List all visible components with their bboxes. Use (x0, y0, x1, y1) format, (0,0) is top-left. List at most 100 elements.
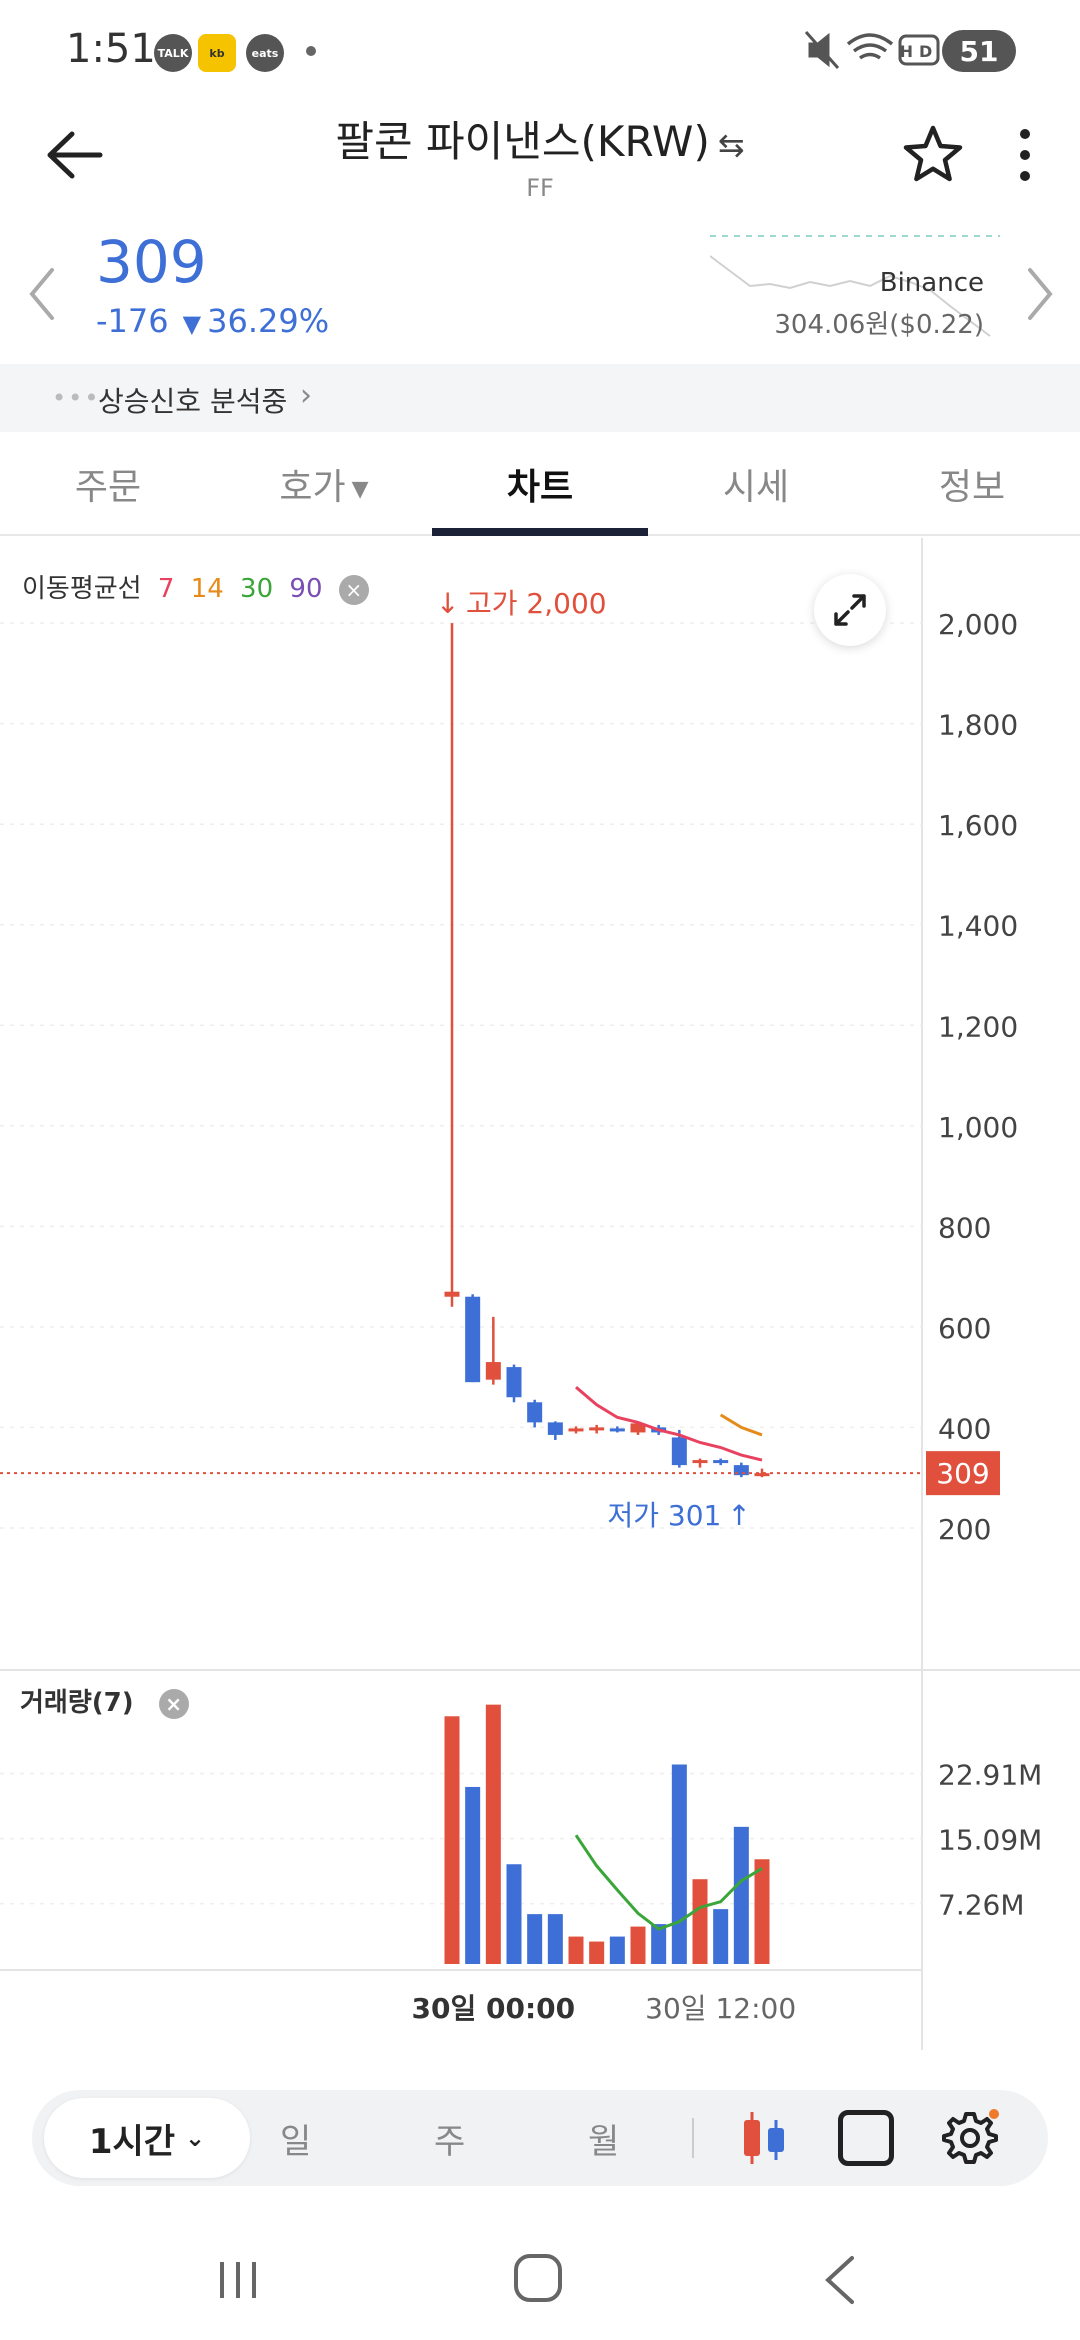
tab-bar: 주문 호가 ▼ 차트 시세 정보 (0, 432, 1080, 536)
candle-body (754, 1473, 770, 1477)
current-price-tag-bg (926, 1451, 1000, 1496)
coin-name: 팔콘 파이낸스(KRW) (335, 117, 710, 166)
next-coin-chevron-icon[interactable] (1020, 264, 1060, 324)
kb-notification-icon: kb (198, 34, 236, 72)
candle-body (609, 1428, 625, 1432)
timeframe-select[interactable]: 1시간 ⌄ (44, 2098, 250, 2178)
home-icon[interactable] (514, 2254, 562, 2302)
exchange-price: 304.06원($0.22) (774, 310, 984, 340)
tab-info[interactable]: 정보 (938, 467, 1006, 508)
ma-period-30: 30 (240, 574, 274, 604)
candle-body (547, 1422, 563, 1435)
candle-body (527, 1402, 543, 1423)
system-nav-bar (0, 2230, 1080, 2340)
mute-icon (804, 31, 840, 69)
tab-trades[interactable]: 시세 (722, 467, 790, 508)
down-triangle-icon: ▼ (182, 310, 202, 338)
timeframe-month[interactable]: 월 (588, 2122, 620, 2162)
tab-order[interactable]: 주문 (74, 467, 142, 508)
candle-body (713, 1460, 729, 1464)
eats-notification-icon: eats (246, 34, 284, 72)
candlestick-type-icon[interactable] (732, 2106, 796, 2170)
previous-coin-chevron-icon[interactable] (22, 264, 62, 324)
close-ma-icon[interactable]: × (338, 574, 369, 605)
price-tick-label: 600 (938, 1312, 991, 1345)
signal-banner[interactable]: ••• 상승신호 분석중 › (0, 364, 1080, 432)
volume-bar (609, 1936, 625, 1964)
recent-apps-icon[interactable] (214, 2256, 262, 2304)
chevron-down-icon: ⌄ (185, 2124, 206, 2152)
favorite-star-icon[interactable] (900, 122, 966, 188)
high-price-label: 고가 2,000 (466, 587, 607, 620)
gear-icon[interactable] (938, 2106, 1002, 2170)
tab-chart[interactable]: 차트 (506, 467, 574, 508)
price-tick-label: 1,600 (938, 809, 1018, 842)
volume-bar (465, 1786, 481, 1964)
volume-bar (754, 1859, 770, 1964)
price-tick-label: 2,000 (938, 608, 1018, 641)
price-change-percent: 36.29% (207, 302, 330, 340)
volume-bar (444, 1716, 460, 1964)
volume-ma-line (574, 1834, 763, 1931)
exchange-name[interactable]: Binance (879, 268, 984, 298)
ma-period-7: 7 (157, 574, 175, 604)
high-arrow-icon: ↓ (436, 587, 459, 620)
page-title: 팔콘 파이낸스(KRW) ⇆ (0, 108, 1080, 169)
close-volume-icon[interactable]: × (158, 1688, 189, 1719)
price-change-amount: -176 (96, 302, 169, 340)
signal-label: 상승신호 분석중 (98, 385, 288, 418)
volume-bar (733, 1826, 749, 1964)
more-options-icon[interactable] (1010, 122, 1040, 188)
candle-body (671, 1437, 687, 1466)
system-back-icon[interactable] (820, 2252, 860, 2308)
talk-notification-icon: TALK (154, 34, 192, 72)
volume-tick-label: 22.91M (938, 1759, 1042, 1792)
back-arrow-icon[interactable] (40, 120, 110, 190)
battery-indicator: 51 (942, 30, 1016, 72)
drawing-tool-icon[interactable] (838, 2110, 894, 2166)
expand-chart-button[interactable] (814, 574, 886, 646)
timeframe-day[interactable]: 일 (280, 2122, 312, 2162)
volume-bar (547, 1914, 563, 1964)
volume-tick-label: 15.09M (938, 1824, 1042, 1857)
current-price: 309 (96, 228, 207, 296)
price-tick-label: 1,200 (938, 1010, 1018, 1043)
low-price-label: 저가 301 (607, 1499, 721, 1532)
active-tab-indicator (432, 528, 648, 536)
price-tick-label: 400 (938, 1412, 991, 1445)
candle-body (485, 1362, 501, 1380)
chart-area[interactable]: 2,000 1,800 1,600 1,400 1,200 1,000 800 600 400 2… (0, 538, 1080, 2050)
volume-bar (485, 1704, 501, 1964)
x-tick-label: 30일 00:00 (412, 1992, 576, 2025)
currency-swap-icon[interactable]: ⇆ (717, 126, 745, 164)
x-tick-label: 30일 12:00 (645, 1992, 796, 2025)
candle-body (568, 1428, 584, 1432)
candle-body (465, 1296, 481, 1383)
ma-period-90: 90 (289, 574, 323, 604)
volume-bar (506, 1864, 522, 1964)
moving-average-legend: 이동평균선 7 14 30 90 × (22, 568, 369, 605)
volume-legend: 거래량(7) × (20, 1682, 189, 1719)
candle-body (506, 1367, 522, 1398)
tab-orderbook[interactable]: 호가 ▼ (216, 458, 432, 510)
ma-label: 이동평균선 (22, 574, 142, 604)
volume-bar (651, 1924, 667, 1964)
expand-icon (834, 594, 866, 626)
timeframe-value: 1시간 (88, 2121, 176, 2162)
hd-icon: HD (898, 34, 940, 66)
tab-orderbook-label: 호가 (279, 467, 346, 508)
toolbar-divider (692, 2118, 694, 2158)
price-chart[interactable]: 2,000 1,800 1,600 1,400 1,200 1,000 800 600 400 2… (0, 538, 1080, 2050)
ma14-line (719, 1413, 763, 1437)
status-bar: 1:51 TALK kb eats HD 51 (0, 0, 1080, 100)
exchange-sparkline (710, 235, 1000, 337)
settings-badge-dot (989, 2109, 999, 2119)
header: 팔콘 파이낸스(KRW) ⇆ FF (0, 100, 1080, 220)
status-time: 1:51 (66, 26, 156, 72)
volume-label: 거래량(7) (20, 1688, 134, 1718)
low-arrow-icon: ↑ (727, 1499, 750, 1532)
timeframe-week[interactable]: 주 (434, 2122, 466, 2162)
volume-tick-label: 7.26M (938, 1889, 1025, 1922)
chart-toolbar: 1시간 ⌄ 일 주 월 (32, 2090, 1048, 2186)
candle-body (444, 1291, 460, 1297)
